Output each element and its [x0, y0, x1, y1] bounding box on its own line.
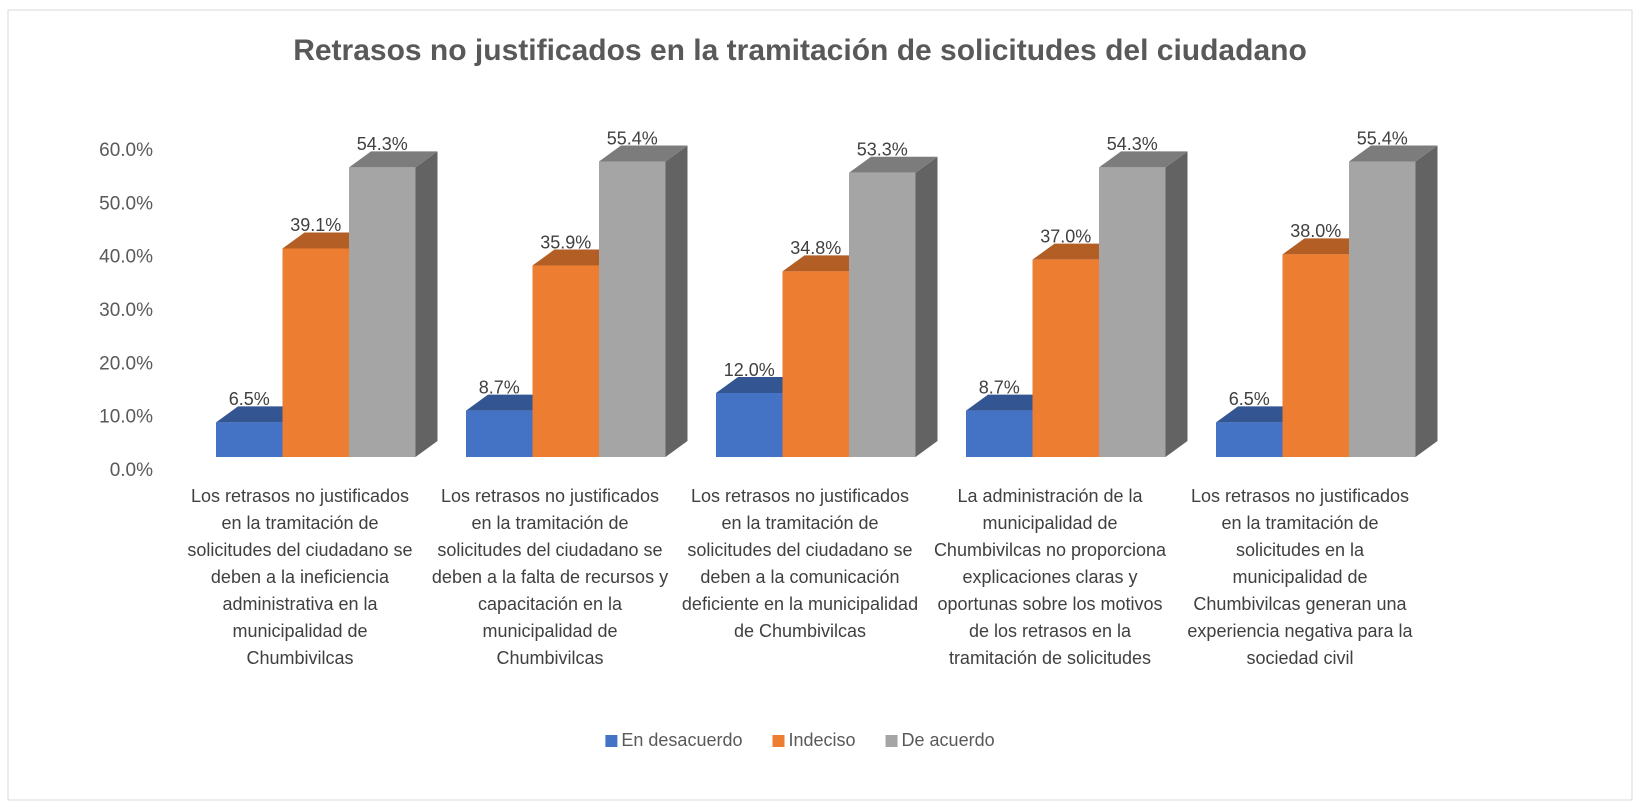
value-label: 55.4% [1357, 128, 1408, 148]
value-label: 55.4% [607, 128, 658, 148]
legend-swatch [605, 735, 618, 747]
bar [216, 422, 283, 457]
bar-top [1282, 238, 1371, 255]
bar-top [1216, 406, 1305, 423]
legend-label: En desacuerdo [621, 730, 742, 750]
value-label: 54.3% [357, 134, 408, 154]
bar-top [782, 255, 871, 272]
legend-swatch [885, 735, 898, 747]
bar-top [1032, 243, 1121, 260]
value-label: 35.9% [540, 232, 591, 252]
bar [1216, 422, 1283, 457]
value-label: 6.5% [1229, 389, 1270, 409]
bar [349, 167, 416, 457]
bar-side [1415, 145, 1438, 458]
y-tick-label: 10.0% [99, 407, 153, 428]
legend-swatch [772, 735, 785, 747]
bar-top [849, 156, 938, 173]
x-tick-label: Los retrasos no justificados en la tramit… [187, 486, 412, 668]
bar [532, 265, 599, 457]
value-label: 37.0% [1040, 226, 1091, 246]
bar-top [1099, 151, 1188, 168]
bar-top [282, 232, 371, 249]
bar-side [915, 156, 938, 457]
bar-top [216, 406, 305, 423]
y-tick-label: 30.0% [99, 300, 153, 321]
bar-side [665, 145, 688, 458]
value-label: 12.0% [724, 360, 775, 380]
bar-top [349, 151, 438, 168]
bar [1282, 254, 1349, 457]
value-label: 6.5% [229, 389, 270, 409]
value-label: 54.3% [1107, 134, 1158, 154]
chart-title: Retrasos no justificados en la tramitaci… [293, 34, 1307, 67]
x-tick-label: Los retrasos no justificados en la tramit… [432, 486, 668, 668]
value-label: 38.0% [1290, 221, 1341, 241]
bar-top [1349, 145, 1438, 162]
value-label: 8.7% [979, 377, 1020, 397]
bar-top [716, 377, 805, 393]
y-tick-label: 60.0% [99, 140, 153, 161]
y-tick-label: 20.0% [99, 353, 153, 374]
value-label: 34.8% [790, 238, 841, 258]
bar-top [466, 394, 555, 411]
value-label: 53.3% [857, 139, 908, 159]
bar-top [532, 249, 621, 266]
bar-side [415, 151, 438, 457]
bar [849, 172, 916, 457]
y-tick-label: 0.0% [110, 460, 153, 481]
x-tick-label: La administración de la municipalidad de C… [934, 486, 1167, 668]
bar [1099, 167, 1166, 457]
bar [282, 248, 349, 457]
legend-label: Indeciso [788, 730, 855, 750]
bar [716, 393, 783, 457]
bar-top [599, 145, 688, 162]
bar [966, 410, 1033, 457]
bar-side [1165, 151, 1188, 457]
bar [782, 271, 849, 457]
x-tick-label: Los retrasos no justificados en la tramit… [1187, 486, 1413, 668]
y-tick-label: 50.0% [99, 193, 153, 214]
bar [1349, 161, 1416, 458]
bar-top [966, 394, 1055, 411]
y-tick-label: 40.0% [99, 247, 153, 268]
value-label: 39.1% [290, 215, 341, 235]
bar [1032, 259, 1099, 457]
value-label: 8.7% [479, 377, 520, 397]
bar [599, 161, 666, 458]
legend-label: De acuerdo [902, 730, 995, 750]
x-tick-label: Los retrasos no justificados en la tramit… [682, 486, 918, 641]
bar [466, 410, 533, 457]
